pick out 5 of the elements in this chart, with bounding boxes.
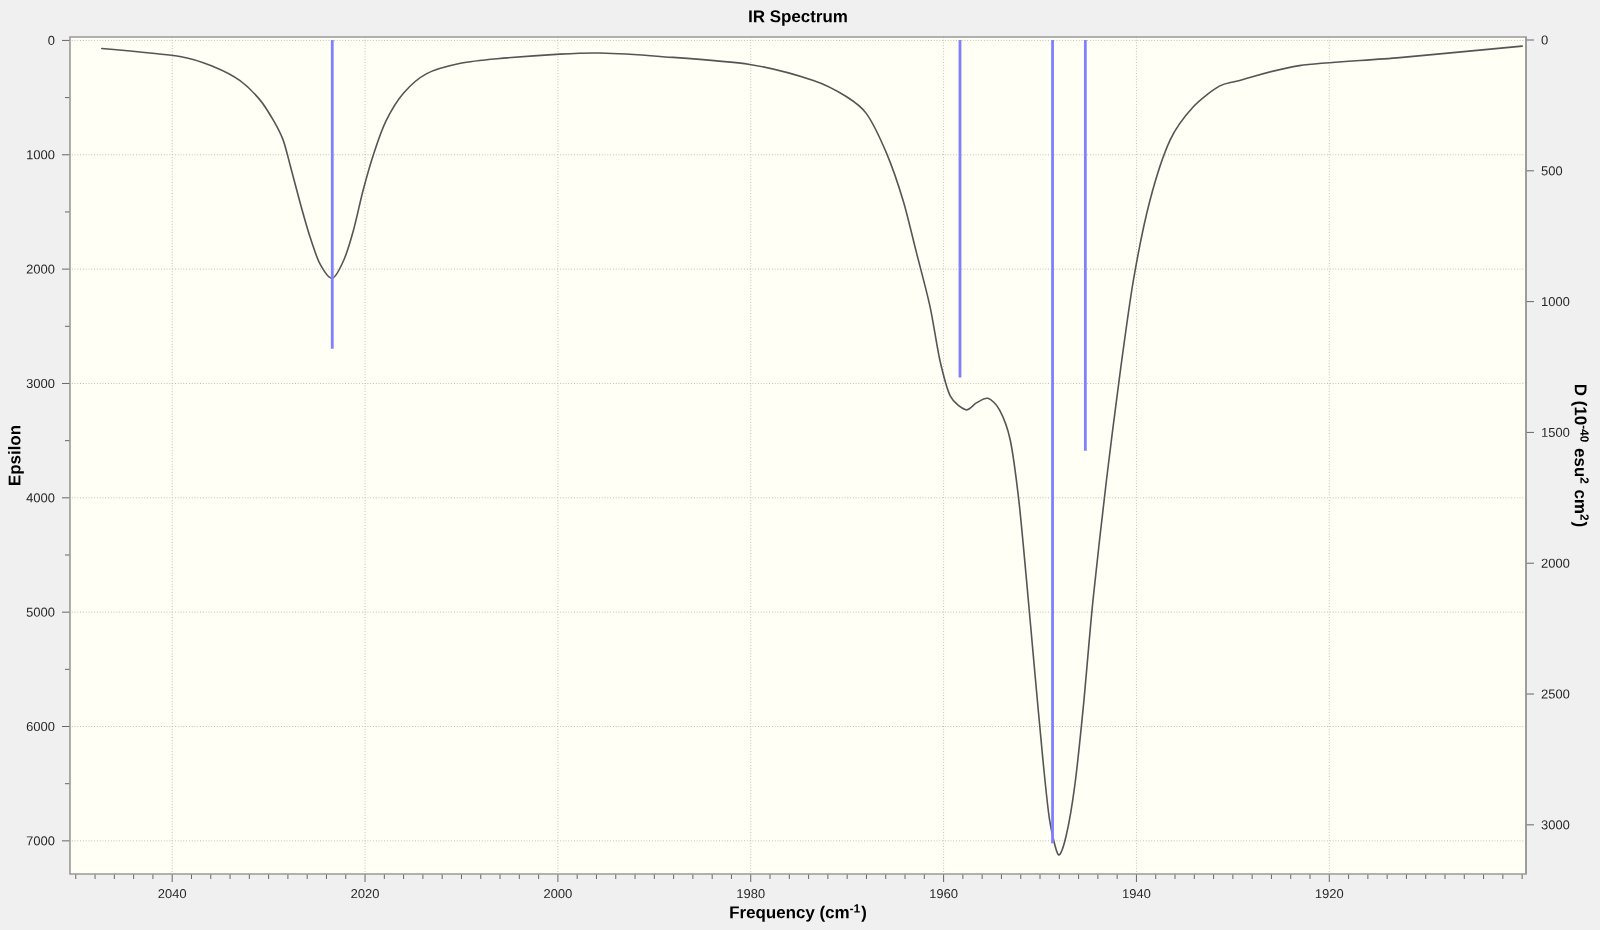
y2-axis-title: D (10$^{-40}$ esu$^{2}$ cm$^{2}$) <box>1571 384 1589 527</box>
x-axis-title: Frequency (cm$^{-1}$) <box>730 904 866 922</box>
chart-title: IR Spectrum <box>749 10 847 26</box>
line-series <box>101 45 1523 856</box>
y-axis-title: Epsilon <box>8 425 24 485</box>
